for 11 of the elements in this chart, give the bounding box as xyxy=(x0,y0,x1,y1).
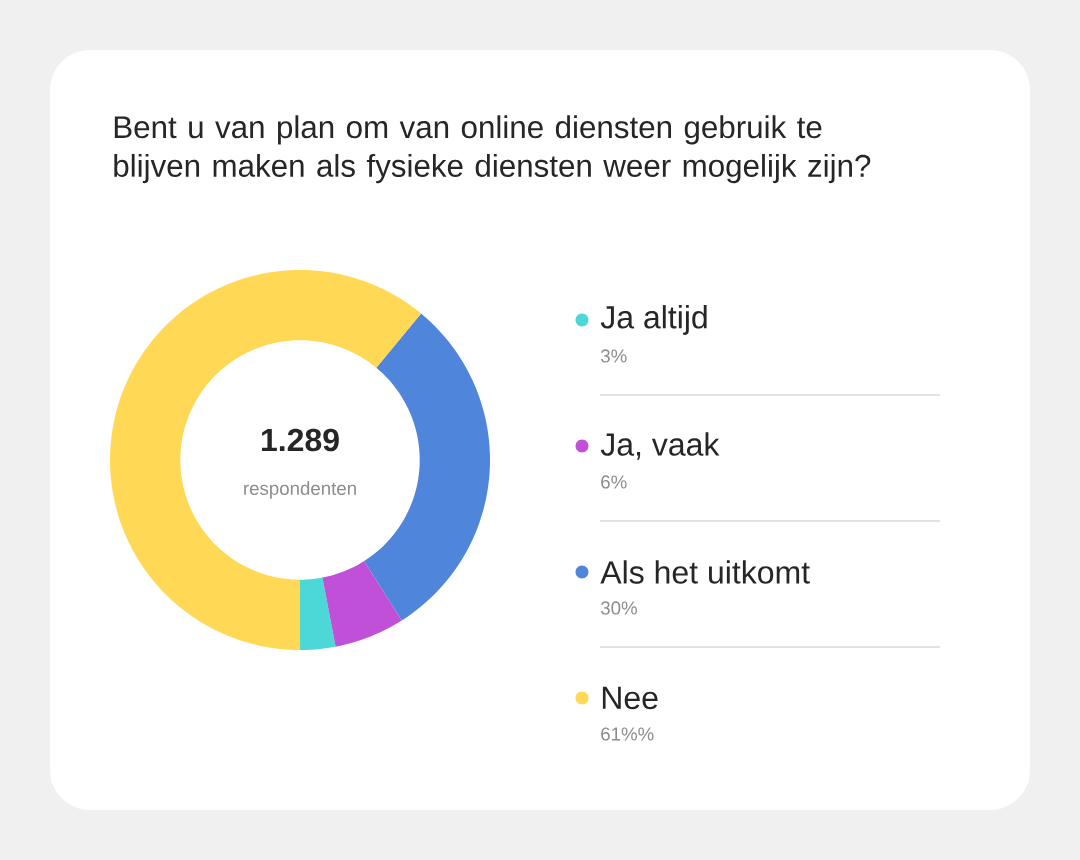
data-label: 3% xyxy=(600,349,627,363)
chart-title: Bent u van plan om van online diensten gebruik te blijven maken als fysieke diensten weer mogelijk zijn? xyxy=(114,115,871,184)
data-label: 30% xyxy=(600,601,637,615)
text: 1.289 xyxy=(261,428,339,452)
data-label: 6% xyxy=(601,475,627,489)
data-label: 61%% xyxy=(601,727,654,741)
legend-label: Nee xyxy=(602,686,658,710)
legend-label: Als het uitkomt xyxy=(600,560,810,584)
legend-label: Ja altijd xyxy=(600,305,707,335)
legend-label: Ja, vaak xyxy=(600,432,720,460)
text: respondenten xyxy=(244,481,356,499)
